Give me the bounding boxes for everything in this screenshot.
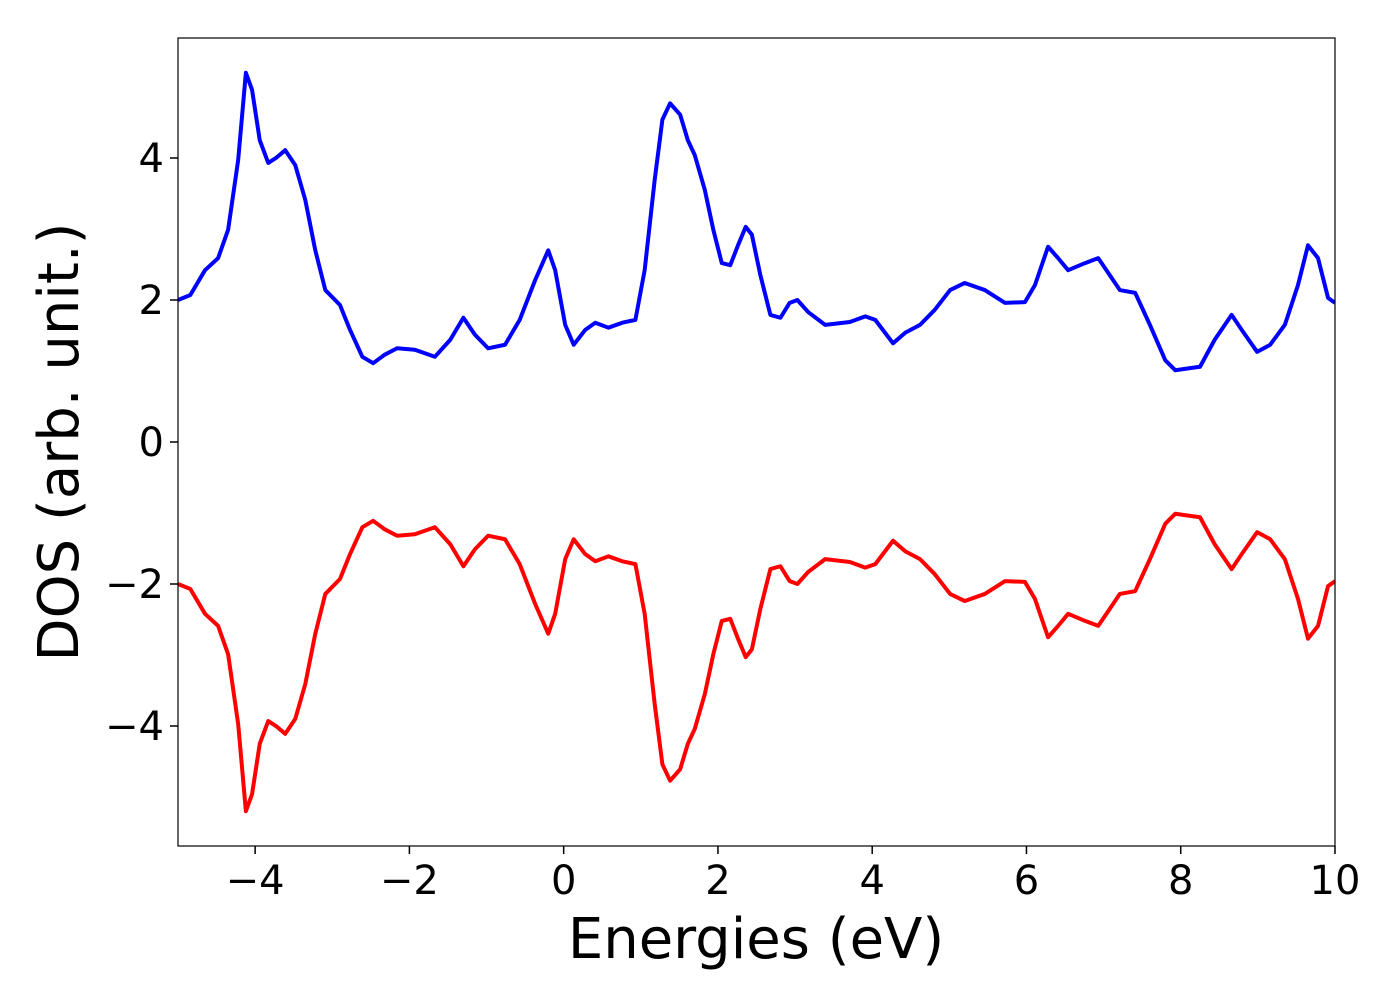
x-axis-label: Energies (eV) bbox=[568, 907, 944, 972]
y-tick-label: 0 bbox=[139, 420, 164, 466]
y-tick-label: −2 bbox=[105, 562, 164, 608]
x-tick-label: 2 bbox=[705, 858, 730, 904]
y-axis-label: DOS (arb. unit.) bbox=[27, 222, 92, 661]
x-tick-label: 8 bbox=[1168, 858, 1193, 904]
y-tick-label: 2 bbox=[139, 278, 164, 324]
x-tick-label: −2 bbox=[380, 858, 439, 904]
x-tick-label: 6 bbox=[1014, 858, 1039, 904]
y-tick-label: 4 bbox=[139, 136, 164, 182]
x-tick-label: 0 bbox=[551, 858, 576, 904]
x-tick-label: −4 bbox=[226, 858, 285, 904]
y-tick-label: −4 bbox=[105, 704, 164, 750]
x-tick-label: 10 bbox=[1310, 858, 1361, 904]
x-tick-label: 4 bbox=[859, 858, 884, 904]
series-line bbox=[178, 511, 1335, 814]
series-line bbox=[178, 70, 1335, 373]
plot-frame bbox=[177, 37, 1336, 847]
